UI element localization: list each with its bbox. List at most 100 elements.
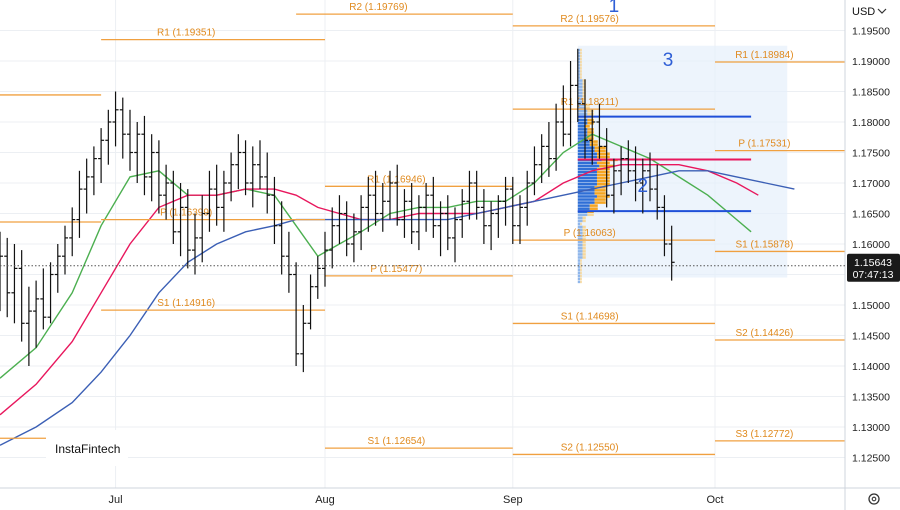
profile-bar-sell xyxy=(594,149,606,152)
ohlc-bar xyxy=(134,122,141,183)
y-tick-label: 1.18500 xyxy=(852,87,890,99)
profile-bar-sell xyxy=(580,271,582,274)
ohlc-bar xyxy=(401,189,408,238)
gear-outer xyxy=(868,493,880,505)
profile-bar-sell xyxy=(580,54,582,58)
pivot-label: S2 (1.14426) xyxy=(735,328,793,339)
profile-bar xyxy=(577,61,581,64)
ohlc-bar xyxy=(293,262,300,366)
profile-bar xyxy=(577,103,585,107)
ohlc-bar xyxy=(257,140,263,190)
profile-bar-sell xyxy=(580,274,582,278)
profile-bar xyxy=(577,91,583,95)
profile-bar xyxy=(577,155,597,159)
profile-bar-sell xyxy=(582,91,586,95)
ohlc-bar xyxy=(509,176,516,244)
profile-bar-sell xyxy=(580,259,582,262)
pivot-label: P (1.16063) xyxy=(564,228,616,239)
profile-bar-sell xyxy=(582,253,586,256)
ohlc-bar xyxy=(415,195,422,251)
ohlc-bar xyxy=(603,128,610,208)
ohlc-bar xyxy=(466,170,473,220)
pivot-label: P (1.15477) xyxy=(370,264,422,275)
x-tick-label: Aug xyxy=(315,494,335,506)
ohlc-bar xyxy=(625,140,632,183)
ohlc-bar xyxy=(170,170,177,244)
x-tick-label: Sep xyxy=(503,494,523,506)
profile-bar xyxy=(577,179,597,183)
profile-bar xyxy=(577,247,583,250)
profile-bar xyxy=(577,146,595,149)
ohlc-bar xyxy=(228,152,235,202)
ohlc-bar xyxy=(18,250,25,342)
profile-bar xyxy=(577,183,597,186)
profile-bar xyxy=(577,207,590,210)
profile-bar xyxy=(577,201,595,204)
ohlc-bar xyxy=(531,146,538,196)
profile-bar-sell xyxy=(587,118,594,122)
ohlc-bar xyxy=(83,158,90,214)
y-tick-label: 1.16000 xyxy=(852,239,890,251)
ohlc-bar xyxy=(567,61,574,147)
profile-bar xyxy=(577,51,581,55)
currency-label: USD xyxy=(852,6,875,18)
profile-bar xyxy=(577,143,590,146)
pivot-levels: R2 (1.19769) R1 (1.19351) R2 (1.19576) R1 (… xyxy=(0,2,845,456)
ohlc-bar xyxy=(524,170,531,226)
ohlc-bar xyxy=(300,305,307,373)
profile-bar-sell xyxy=(596,183,610,186)
ohlc-bar xyxy=(314,256,321,299)
profile-bar xyxy=(577,128,588,131)
profile-bar xyxy=(577,274,581,278)
profile-bar-sell xyxy=(587,122,594,125)
ohlc-bar xyxy=(517,195,523,244)
profile-bar xyxy=(577,219,583,223)
ohlc-bar xyxy=(307,274,314,330)
y-tick-label: 1.18000 xyxy=(852,117,890,129)
ohlc-bar xyxy=(596,103,603,159)
ohlc-bar xyxy=(40,268,47,330)
profile-bar xyxy=(577,192,595,195)
profile-bar xyxy=(577,198,595,201)
profile-bar-sell xyxy=(580,57,582,61)
y-tick-label: 1.17500 xyxy=(852,148,890,160)
profile-bar-sell xyxy=(587,137,594,140)
ohlc-bar xyxy=(4,237,11,318)
profile-bar-sell xyxy=(594,201,606,204)
pivot-label: P (1.16399) xyxy=(160,208,212,219)
profile-bar xyxy=(577,76,581,79)
ohlc-bar xyxy=(430,176,437,238)
profile-bar-sell xyxy=(582,234,586,238)
ohlc-bar xyxy=(155,140,162,214)
profile-bar xyxy=(577,244,583,247)
ohlc-bar xyxy=(54,244,61,293)
profile-bar-sell xyxy=(580,73,582,76)
profile-bar xyxy=(577,161,597,165)
profile-bar-sell xyxy=(596,155,610,159)
profile-bar xyxy=(577,88,583,91)
ohlc-bar xyxy=(459,189,466,238)
pivot-label: R2 (1.19769) xyxy=(349,2,407,13)
profile-bar xyxy=(577,48,581,52)
ohlc-bar xyxy=(76,170,83,238)
ohlc-bar xyxy=(618,146,625,196)
profile-bar xyxy=(577,57,581,61)
profile-bar xyxy=(577,85,583,88)
pivot-label: S1 (1.14698) xyxy=(561,311,619,322)
profile-bar xyxy=(577,100,583,104)
profile-bar xyxy=(577,109,588,113)
pivot-label: R1 (1.16946) xyxy=(367,174,425,185)
ohlc-bar xyxy=(488,201,495,251)
profile-bar-sell xyxy=(580,262,582,265)
ohlc-bar xyxy=(242,140,249,196)
profile-bar xyxy=(577,253,583,256)
ohlc-bar xyxy=(206,170,213,232)
profile-bar-sell xyxy=(587,112,594,116)
ohlc-bar xyxy=(560,85,567,147)
profile-bar xyxy=(577,186,595,189)
profile-bar xyxy=(577,73,581,76)
profile-bar-sell xyxy=(582,231,586,235)
profile-bar-sell xyxy=(582,94,586,98)
